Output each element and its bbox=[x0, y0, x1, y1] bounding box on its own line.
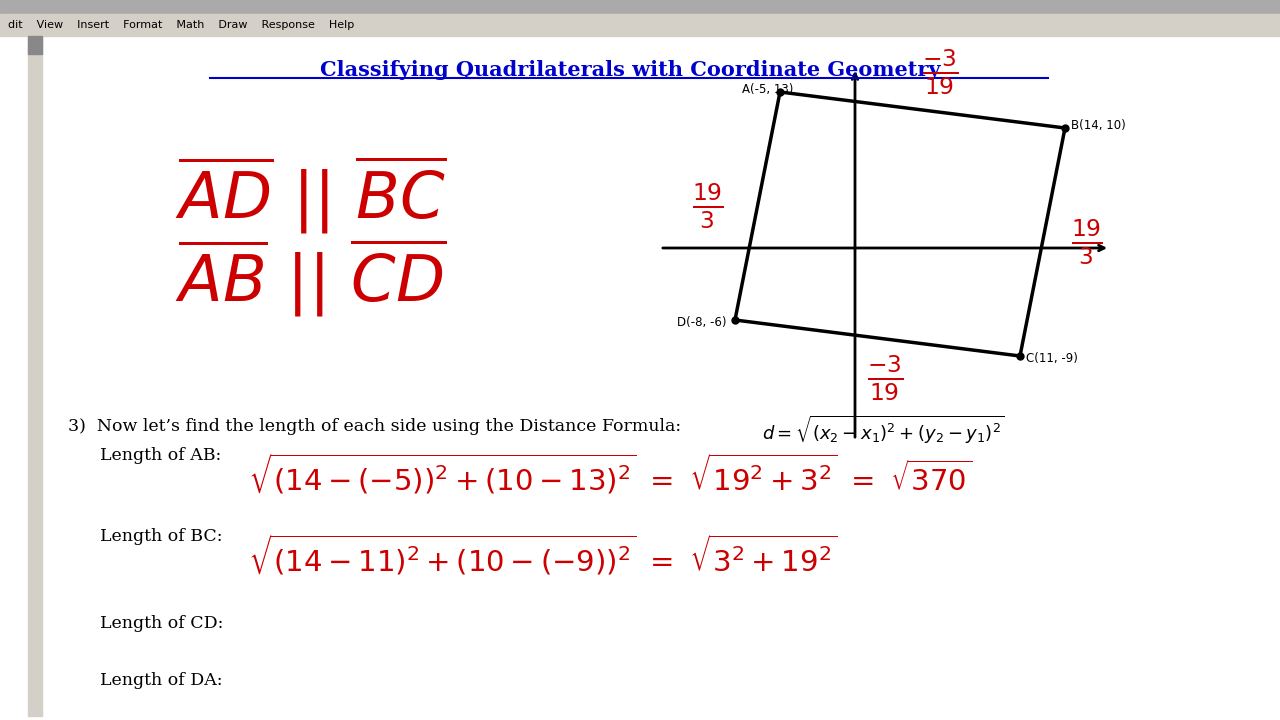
Text: $\overline{AB}\ ||\ \overline{CD}$: $\overline{AB}\ ||\ \overline{CD}$ bbox=[175, 237, 447, 320]
Text: $\sqrt{(14-(-5))^2+(10-13)^2}\ =\ \sqrt{19^2+3^2}\ =\ \sqrt{370}$: $\sqrt{(14-(-5))^2+(10-13)^2}\ =\ \sqrt{… bbox=[248, 452, 972, 497]
Text: Length of CD:: Length of CD: bbox=[100, 615, 224, 632]
Text: D(-8, -6): D(-8, -6) bbox=[677, 316, 727, 329]
Text: $\sqrt{(14-11)^2+(10-(-9))^2}\ =\ \sqrt{3^2+19^2}$: $\sqrt{(14-11)^2+(10-(-9))^2}\ =\ \sqrt{… bbox=[248, 533, 837, 577]
Text: $\frac{19}{3}$: $\frac{19}{3}$ bbox=[1070, 217, 1102, 266]
Text: Length of AB:: Length of AB: bbox=[100, 447, 221, 464]
Text: Length of DA:: Length of DA: bbox=[100, 672, 223, 689]
Text: Classifying Quadrilaterals with Coordinate Geometry: Classifying Quadrilaterals with Coordina… bbox=[320, 60, 941, 80]
Text: B(14, 10): B(14, 10) bbox=[1071, 119, 1125, 132]
Bar bbox=[0, 0, 1280, 14]
Text: C(11, -9): C(11, -9) bbox=[1027, 352, 1078, 365]
Bar bbox=[28, 36, 42, 54]
Text: $\frac{-3}{19}$: $\frac{-3}{19}$ bbox=[923, 48, 959, 96]
Text: $\overline{AD}\ ||\ \overline{BC}$: $\overline{AD}\ ||\ \overline{BC}$ bbox=[175, 153, 447, 236]
Text: $\frac{-3}{19}$: $\frac{-3}{19}$ bbox=[868, 354, 904, 402]
Bar bbox=[28, 36, 42, 716]
Text: Length of BC:: Length of BC: bbox=[100, 528, 223, 545]
Text: $\frac{19}{3}$: $\frac{19}{3}$ bbox=[691, 181, 723, 230]
Text: dit    View    Insert    Format    Math    Draw    Response    Help: dit View Insert Format Math Draw Respons… bbox=[8, 20, 355, 30]
Text: $d = \sqrt{\left(x_2 - x_1\right)^2 + \left(y_2 - y_1\right)^2}$: $d = \sqrt{\left(x_2 - x_1\right)^2 + \l… bbox=[762, 414, 1005, 446]
Text: 3)  Now let’s find the length of each side using the Distance Formula:: 3) Now let’s find the length of each sid… bbox=[68, 418, 681, 435]
Bar bbox=[0, 14, 1280, 36]
Text: A(-5, 13): A(-5, 13) bbox=[742, 83, 794, 96]
